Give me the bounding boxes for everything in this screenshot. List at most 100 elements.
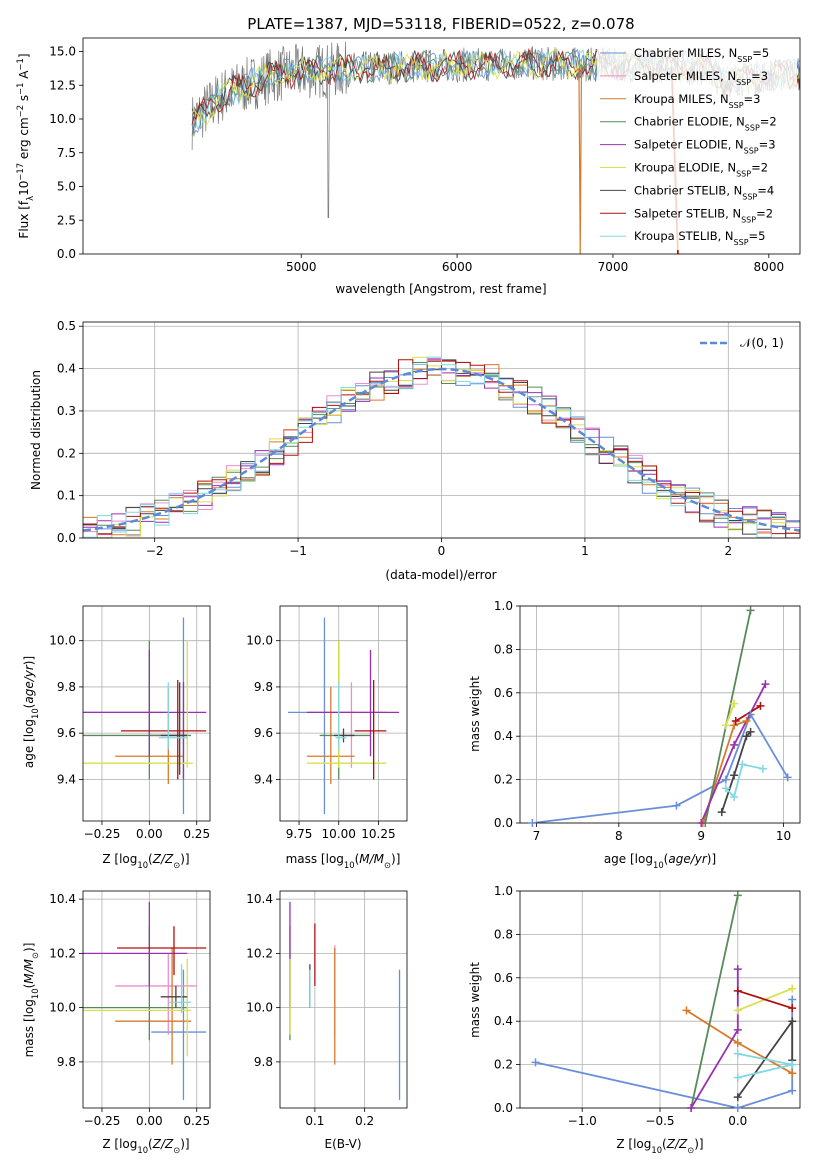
label-part: ( [148, 1137, 153, 1151]
weight-series-line [737, 989, 793, 1010]
x-axis-label: E(B-V) [324, 1137, 361, 1151]
y-tick-label: 10.0 [49, 1001, 76, 1015]
legend-sub: SSP [744, 146, 759, 155]
legend-n: =2 [751, 161, 768, 175]
x-tick-label: 0.00 [136, 1114, 163, 1128]
label-part: M/M [359, 852, 384, 866]
weight-marker [733, 965, 742, 974]
axes-frame [82, 605, 211, 822]
y-tick-label: 0.2 [494, 773, 513, 787]
legend-label: Chabrier MILES, NSSP=5 [634, 46, 769, 64]
x-tick-label: 8000 [754, 260, 785, 274]
chart-residuals: −2 −1 0 1 2 0.0 0.1 0.2 0.3 0.4 0.5 [57, 319, 801, 558]
label-part: 10 [137, 860, 148, 870]
y-tick-label: 10.0 [49, 112, 76, 126]
legend-name: Kroupa MILES, N [634, 92, 729, 106]
weight-series-line [725, 703, 735, 726]
weight-series-line [725, 763, 764, 799]
weight-marker [717, 808, 726, 817]
y-tick-label: 10.0 [246, 634, 273, 648]
label-part: −1 [15, 58, 25, 70]
y-axis-label: Flux [fλ10−17 erg cm−2 s−1 A−1] [15, 53, 35, 238]
label-part: s [17, 95, 31, 105]
label-part: A [17, 70, 31, 83]
axes-frame [279, 890, 408, 1109]
y-tick-label: 0.0 [57, 531, 76, 545]
plot-area [289, 901, 401, 1100]
weight-marker [730, 792, 739, 801]
legend-n: =4 [757, 183, 774, 197]
legend-sub: SSP [736, 169, 751, 178]
weight-marker [682, 1006, 691, 1015]
x-tick-label: 0.25 [183, 1114, 210, 1128]
y-tick-label: 9.6 [254, 726, 273, 740]
y-tick-label: 12.5 [49, 78, 76, 92]
legend-n: =3 [759, 138, 776, 152]
axes-frame [82, 321, 801, 539]
y-tick-label: 9.8 [57, 1055, 76, 1069]
label-part: age/yr [22, 664, 36, 703]
label-part: erg cm [17, 117, 31, 163]
label-part: age [log [604, 852, 653, 866]
chart-mass-vs-Z: −0.25 0.00 0.25 9.8 10.0 10.2 10.4 [49, 890, 211, 1128]
y-tick-label: 10.2 [49, 946, 76, 960]
chart-age-vs-Z: −0.25 0.00 0.25 9.4 9.6 9.8 10.0 [49, 605, 211, 841]
label-part: ( [22, 704, 36, 709]
legend-sub: SSP [734, 238, 749, 247]
y-tick-label: 7.5 [57, 146, 76, 160]
label-part: ⊙ [384, 860, 391, 870]
y-tick-label: 0.2 [494, 1058, 513, 1072]
label-part: )] [180, 1137, 189, 1151]
y-tick-label: 9.8 [57, 680, 76, 694]
label-part: age/yr [668, 852, 707, 866]
label-part: ( [22, 984, 36, 989]
weight-marker [788, 1086, 797, 1095]
legend-sub: SSP [741, 215, 756, 224]
y-tick-label: 9.4 [57, 772, 76, 786]
label-part: λ [25, 196, 35, 201]
y-axis-label: Normed distribution [29, 370, 43, 490]
label-part: 10 [653, 860, 664, 870]
weight-marker [528, 819, 537, 827]
y-tick-label: 0.8 [494, 642, 513, 656]
weight-marker [742, 732, 751, 741]
label-part: )] [22, 656, 36, 665]
histogram-step [83, 356, 800, 538]
weight-marker [730, 740, 739, 749]
plot-area [83, 617, 207, 815]
axes-frame [519, 605, 801, 824]
legend-name: Salpeter ELODIE, N [634, 138, 744, 152]
legend-name: Kroupa ELODIE, N [634, 161, 736, 175]
chart-age-vs-mass: 9.75 10.00 10.25 9.4 9.6 9.8 10.0 [246, 605, 408, 841]
y-tick-label: 2.5 [57, 213, 76, 227]
weight-marker [672, 801, 681, 810]
x-tick-label: 9.75 [286, 827, 313, 841]
legend-n: =2 [756, 206, 773, 220]
legend-label: Salpeter ELODIE, NSSP=3 [634, 138, 776, 156]
weight-marker [730, 699, 739, 708]
y-axis-label: mass weight [468, 962, 482, 1038]
x-tick-label: −2 [146, 544, 164, 558]
axes-frame [519, 890, 801, 1109]
legend-label: Salpeter STELIB, NSSP=2 [634, 206, 773, 224]
x-tick-label: 2 [724, 544, 732, 558]
label-part: ( [664, 852, 669, 866]
legend-sub: SSP [742, 192, 757, 201]
weight-marker [531, 1058, 540, 1067]
x-tick-label: 7 [533, 829, 541, 843]
y-tick-label: 0.3 [57, 404, 76, 418]
legend-sub: SSP [737, 55, 752, 64]
label-part: ⊙ [173, 1145, 180, 1155]
x-axis-label: Z [log10(Z/Z⊙)] [102, 1137, 189, 1155]
label-part: 10 [17, 181, 31, 196]
weight-marker [721, 775, 730, 784]
label-part: ⊙ [30, 952, 40, 959]
y-tick-label: 0.4 [494, 1014, 513, 1028]
label-part: )] [22, 943, 36, 952]
weight-marker [733, 1025, 742, 1034]
label-part: Z [log [102, 1137, 137, 1151]
weight-series-line [690, 895, 739, 1108]
x-tick-label: 0.25 [183, 827, 210, 841]
weight-marker [742, 717, 751, 726]
label-part: Z [log [102, 852, 137, 866]
